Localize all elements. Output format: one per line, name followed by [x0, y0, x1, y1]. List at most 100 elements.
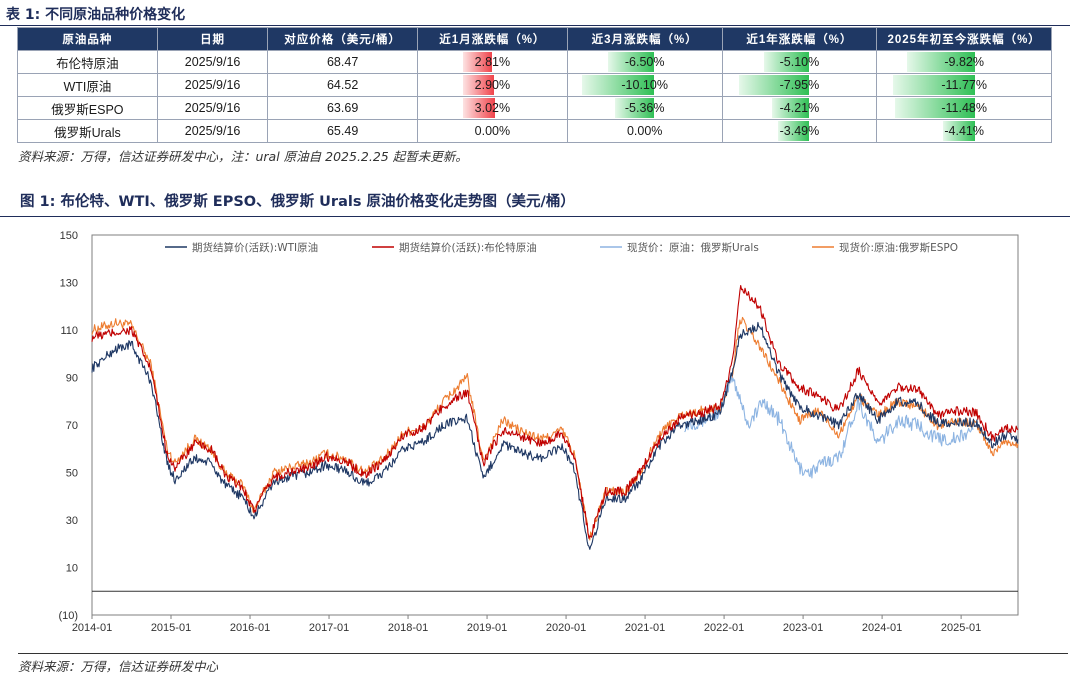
table-cell-m1: 2.90%: [416, 73, 568, 97]
legend-label-urals: 现货价：原油：俄罗斯Urals: [627, 241, 759, 254]
x-tick-label: 2018-01: [388, 622, 428, 634]
change-databar: [906, 52, 975, 72]
table-header-cell: 2025年初至今涨跌幅（%）: [876, 27, 1052, 51]
table-cell-price: 68.47: [267, 50, 418, 74]
plot-area-frame: [91, 234, 1019, 616]
x-tick-label: 2023-01: [783, 622, 823, 634]
table-row: 俄罗斯ESPO 2025/9/16 63.69 3.02% -5.36% -4.21% -1…: [17, 96, 1052, 120]
table-body: 布伦特原油 2025/9/16 68.47 2.81% -6.50% -5.10% -9.8…: [17, 50, 1052, 143]
table-cell-price: 63.69: [267, 96, 418, 120]
change-value: -4.41%: [944, 124, 984, 138]
y-tick-label: 50: [66, 468, 78, 480]
change-value: 2.90%: [474, 78, 511, 92]
table-cell-y1: -4.21%: [721, 96, 878, 120]
table-cell-price: 64.52: [267, 73, 418, 97]
change-databar: [764, 52, 809, 72]
table-cell-m3: -10.10%: [566, 73, 723, 97]
table-header-row: 原油品种 日期 对应价格（美元/桶） 近1月涨跌幅（%） 近3月涨跌幅（%） 近1年涨跌幅…: [17, 27, 1052, 51]
table-cell-name: 俄罗斯Urals: [17, 119, 158, 143]
table-cell-ytd: -11.77%: [876, 73, 1052, 97]
change-databar: [777, 121, 809, 141]
chart-bottom-rule: [18, 653, 1068, 654]
change-value: 2.81%: [474, 55, 511, 69]
x-tick-label: 2024-01: [862, 622, 902, 634]
table-cell-m3: -6.50%: [566, 50, 723, 74]
chart-title-rule: [0, 216, 1070, 217]
table-cell-m3: 0.00%: [566, 119, 723, 143]
change-value: -11.77%: [941, 78, 987, 92]
table-header-cell: 近1年涨跌幅（%）: [721, 27, 878, 51]
change-databar: [462, 52, 493, 72]
y-tick-label: 130: [60, 278, 78, 290]
x-tick-label: 2019-01: [467, 622, 507, 634]
table-row: 俄罗斯Urals 2025/9/16 65.49 0.00% 0.00% -3.49% -4…: [17, 119, 1052, 143]
change-databar: [462, 75, 494, 95]
change-value: -5.10%: [779, 55, 820, 69]
legend-label-wti: 期货结算价(活跃):WTI原油: [192, 241, 318, 254]
legend-label-brent: 期货结算价(活跃):布伦特原油: [399, 241, 537, 254]
oil-price-line-chart: 150 130 110 90 70 50 30 10 (10)2014-01 2015-01 201…: [58, 230, 1019, 634]
table-row: WTI原油 2025/9/16 64.52 2.90% -10.10% -7.95% -11…: [17, 73, 1052, 97]
table-title-rule: [0, 25, 1070, 26]
table-header-cell: 对应价格（美元/桶）: [267, 27, 418, 51]
table-cell-y1: -5.10%: [721, 50, 878, 74]
y-tick-label: 10: [66, 563, 78, 575]
table-cell-date: 2025/9/16: [156, 50, 269, 74]
x-tick-label: 2017-01: [309, 622, 349, 634]
series-line-urals: [684, 373, 974, 479]
chart-title: 图 1: 布伦特、WTI、俄罗斯 EPSO、俄罗斯 Urals 原油价格变化走势…: [20, 194, 575, 210]
change-databar: [581, 75, 654, 95]
table-source-note: 资料来源：万得，信达证券研发中心，注：ural 原油自 2025.2.25 起暂…: [18, 149, 468, 164]
y-tick-label: 90: [66, 373, 78, 385]
series-line-brent: [91, 284, 1019, 539]
y-tick-label: 150: [60, 230, 78, 242]
change-databar: [771, 98, 809, 118]
change-databar: [615, 98, 654, 118]
change-databar: [943, 121, 975, 141]
price-change-table: 原油品种 日期 对应价格（美元/桶） 近1月涨跌幅（%） 近3月涨跌幅（%） 近1年涨跌幅…: [17, 27, 1052, 143]
table-cell-m3: -5.36%: [566, 96, 723, 120]
x-tick-label: 2022-01: [704, 622, 744, 634]
x-tick-label: 2025-01: [941, 622, 981, 634]
x-tick-label: 2016-01: [230, 622, 270, 634]
change-value: -6.50%: [624, 55, 665, 69]
change-value: -10.10%: [621, 78, 668, 92]
change-value: -4.21%: [779, 101, 820, 115]
x-tick-label: 2015-01: [151, 622, 191, 634]
table-cell-m1: 3.02%: [416, 96, 568, 120]
y-tick-label: 30: [66, 515, 78, 527]
change-value: -11.48%: [941, 101, 987, 115]
table-header-cell: 近1月涨跌幅（%）: [416, 27, 568, 51]
series-line-wti: [91, 321, 1019, 550]
table-cell-y1: -7.95%: [721, 73, 878, 97]
table-row: 布伦特原油 2025/9/16 68.47 2.81% -6.50% -5.10% -9.8…: [17, 50, 1052, 74]
table-header-cell: 日期: [156, 27, 269, 51]
x-tick-label: 2020-01: [546, 622, 586, 634]
change-value: 0.00%: [474, 124, 511, 138]
table-header-cell: 近3月涨跌幅（%）: [566, 27, 723, 51]
change-databar: [894, 98, 975, 118]
change-databar: [739, 75, 809, 95]
change-value: -9.82%: [944, 55, 984, 69]
table-cell-m1: 0.00%: [416, 119, 568, 143]
y-tick-label: 110: [60, 325, 78, 337]
change-value: 0.00%: [626, 124, 663, 138]
x-tick-label: 2021-01: [625, 622, 665, 634]
y-tick-label: 70: [66, 420, 78, 432]
legend-label-espo: 现货价:原油:俄罗斯ESPO: [839, 241, 958, 254]
table-cell-ytd: -4.41%: [876, 119, 1052, 143]
table-title: 表 1: 不同原油品种价格变化: [6, 7, 186, 23]
change-databar: [892, 75, 975, 95]
table-cell-name: 布伦特原油: [17, 50, 158, 74]
table-cell-name: 俄罗斯ESPO: [17, 96, 158, 120]
table-cell-date: 2025/9/16: [156, 96, 269, 120]
x-tick-label: 2014-01: [72, 622, 112, 634]
change-value: -7.95%: [779, 78, 820, 92]
table-cell-m1: 2.81%: [416, 50, 568, 74]
table-cell-ytd: -11.48%: [876, 96, 1052, 120]
table-cell-name: WTI原油: [17, 73, 158, 97]
table-cell-price: 65.49: [267, 119, 418, 143]
table-cell-date: 2025/9/16: [156, 73, 269, 97]
chart-source-note: 资料来源：万得，信达证券研发中心: [18, 659, 219, 674]
series-line-espo: [91, 316, 1019, 541]
